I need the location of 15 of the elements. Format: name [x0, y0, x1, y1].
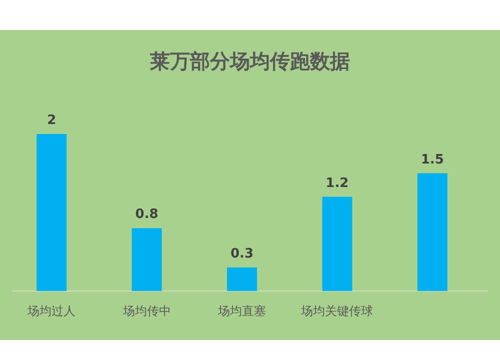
bar [417, 173, 448, 291]
data-label: 1.2 [326, 176, 349, 191]
data-label: 0.3 [230, 246, 254, 262]
chart-title: 莱万部分场均传跑数据 [149, 49, 350, 73]
x-tick-label: 场均过人 [26, 304, 76, 318]
data-label: 1.5 [420, 152, 444, 168]
bar [36, 134, 67, 291]
data-label: 0.8 [135, 207, 158, 222]
x-tick-label: 场均关键传球 [300, 304, 374, 318]
x-tick-label: 场均传中 [122, 304, 171, 318]
data-label: 2 [47, 113, 56, 128]
bar [132, 228, 162, 291]
x-tick-label: 场均直塞 [217, 304, 266, 318]
bar [227, 267, 257, 291]
bar [322, 196, 352, 291]
